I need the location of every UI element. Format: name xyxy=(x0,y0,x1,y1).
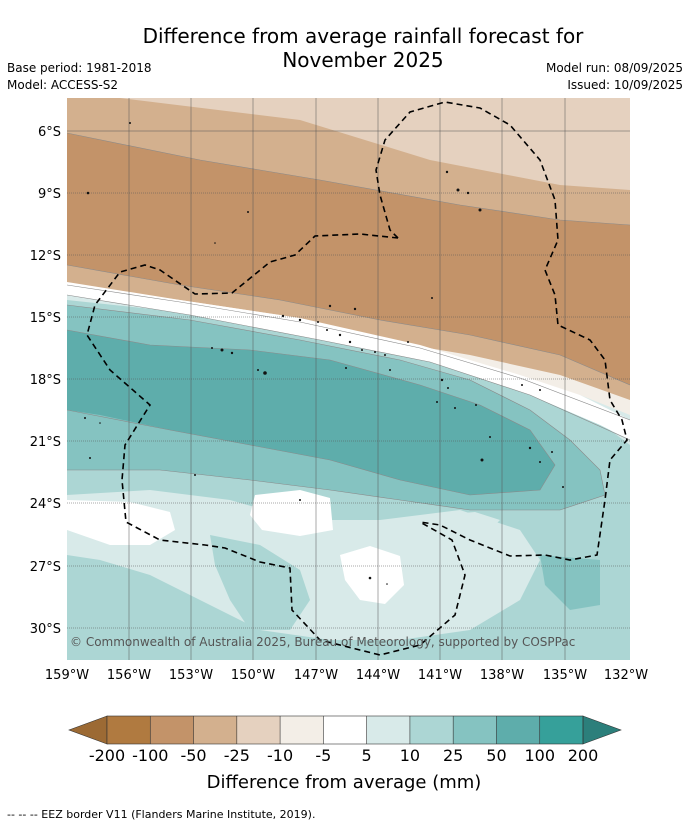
band-teal-mid-se xyxy=(540,555,600,610)
lon-label: 141°W xyxy=(418,668,462,683)
colorbar-title: Difference from average (mm) xyxy=(207,772,482,793)
colorbar-over-arrow xyxy=(582,715,622,745)
lat-label: 12°S xyxy=(30,249,61,264)
colorbar-bin xyxy=(539,716,584,744)
colorbar: -200 -100 -50 -25 -10 -5 5 10 25 50 100 200 Differe… xyxy=(68,715,622,793)
lat-label: 6°S xyxy=(38,125,61,140)
colorbar-tick-label: -200 xyxy=(89,746,125,765)
islands xyxy=(84,122,564,585)
colorbar-bin xyxy=(323,716,368,744)
colorbar-bin xyxy=(193,716,238,744)
chart-title: Difference from average rainfall forecas… xyxy=(0,24,690,72)
colorbar-bins xyxy=(107,716,584,744)
issued-date: Issued: 10/09/2025 xyxy=(567,78,683,92)
colorbar-tick-labels: -200 -100 -50 -25 -10 -5 5 10 25 50 100 200 xyxy=(89,746,598,765)
band-teal-faint-east xyxy=(440,512,500,530)
lat-labels: 6°S 9°S 12°S 15°S 18°S 21°S 24°S 27°S 30… xyxy=(30,125,61,637)
copyright-notice: © Commonwealth of Australia 2025, Bureau… xyxy=(70,635,575,649)
colorbar-bin xyxy=(496,716,541,744)
colorbar-frame xyxy=(106,715,584,745)
lon-label: 135°W xyxy=(543,668,587,683)
lon-labels: 159°W 156°W 153°W 150°W 147°W 144°W 141°… xyxy=(45,668,648,683)
zone-near-average-central xyxy=(250,490,333,536)
colorbar-tick-label: -100 xyxy=(132,746,168,765)
colorbar-tick-label: 10 xyxy=(400,746,420,765)
lon-label: 147°W xyxy=(294,668,338,683)
colorbar-tick-label: 50 xyxy=(486,746,506,765)
colorbar-bin xyxy=(236,716,281,744)
colorbar-tick-label: 200 xyxy=(568,746,599,765)
band-teal-dark xyxy=(67,330,555,495)
lon-label: 156°W xyxy=(107,668,151,683)
colorbar-tick-label: 5 xyxy=(362,746,372,765)
lat-label: 27°S xyxy=(30,560,61,575)
graticule xyxy=(67,98,630,660)
lat-label: 18°S xyxy=(30,373,61,388)
title-line-1: Difference from average rainfall forecas… xyxy=(142,24,584,48)
lon-label: 132°W xyxy=(604,668,648,683)
colorbar-bin xyxy=(409,716,454,744)
contour-lines xyxy=(67,132,630,511)
lon-label: 144°W xyxy=(356,668,400,683)
lon-label: 138°W xyxy=(480,668,524,683)
lat-label: 15°S xyxy=(30,311,61,326)
zone-near-average-south xyxy=(340,546,404,604)
model-run: Model run: 08/09/2025 xyxy=(545,61,683,75)
base-period: Base period: 1981-2018 xyxy=(7,61,152,75)
title-line-2: November 2025 xyxy=(282,48,444,72)
colorbar-bin xyxy=(366,716,411,744)
band-brown xyxy=(67,133,630,385)
lon-label: 159°W xyxy=(45,668,89,683)
lat-label: 30°S xyxy=(30,622,61,637)
colorbar-tick-label: 100 xyxy=(524,746,555,765)
colorbar-tick-label: -10 xyxy=(267,746,293,765)
colorbar-tick-label: -50 xyxy=(180,746,206,765)
model-name: Model: ACCESS-S2 xyxy=(7,78,119,92)
zone-near-average-band xyxy=(67,282,630,440)
colorbar-bin xyxy=(150,716,195,744)
rainfall-map: © Commonwealth of Australia 2025, Bureau… xyxy=(67,98,630,660)
meta-left: Base period: 1981-2018 Model: ACCESS-S2 xyxy=(7,60,152,94)
colorbar-tick-label: 25 xyxy=(443,746,463,765)
lat-label: 24°S xyxy=(30,497,61,512)
colorbar-bin xyxy=(107,716,151,744)
lon-label: 153°W xyxy=(169,668,213,683)
colorbar-tick-label: -5 xyxy=(315,746,331,765)
lat-label: 21°S xyxy=(30,435,61,450)
meta-right: Model run: 08/09/2025 Issued: 10/09/2025 xyxy=(546,60,683,94)
colorbar-bin xyxy=(280,716,324,744)
lon-label: 150°W xyxy=(231,668,275,683)
lat-label: 9°S xyxy=(38,187,61,202)
band-teal-light-south xyxy=(210,535,310,630)
eez-legend: -- -- -- EEZ border V11 (Flanders Marine… xyxy=(7,808,316,821)
eez-borders xyxy=(86,101,628,656)
colorbar-tick-label: -25 xyxy=(224,746,250,765)
colorbar-under-arrow xyxy=(68,715,108,745)
colorbar-bin xyxy=(453,716,497,744)
band-teal-faint-south xyxy=(67,490,540,640)
